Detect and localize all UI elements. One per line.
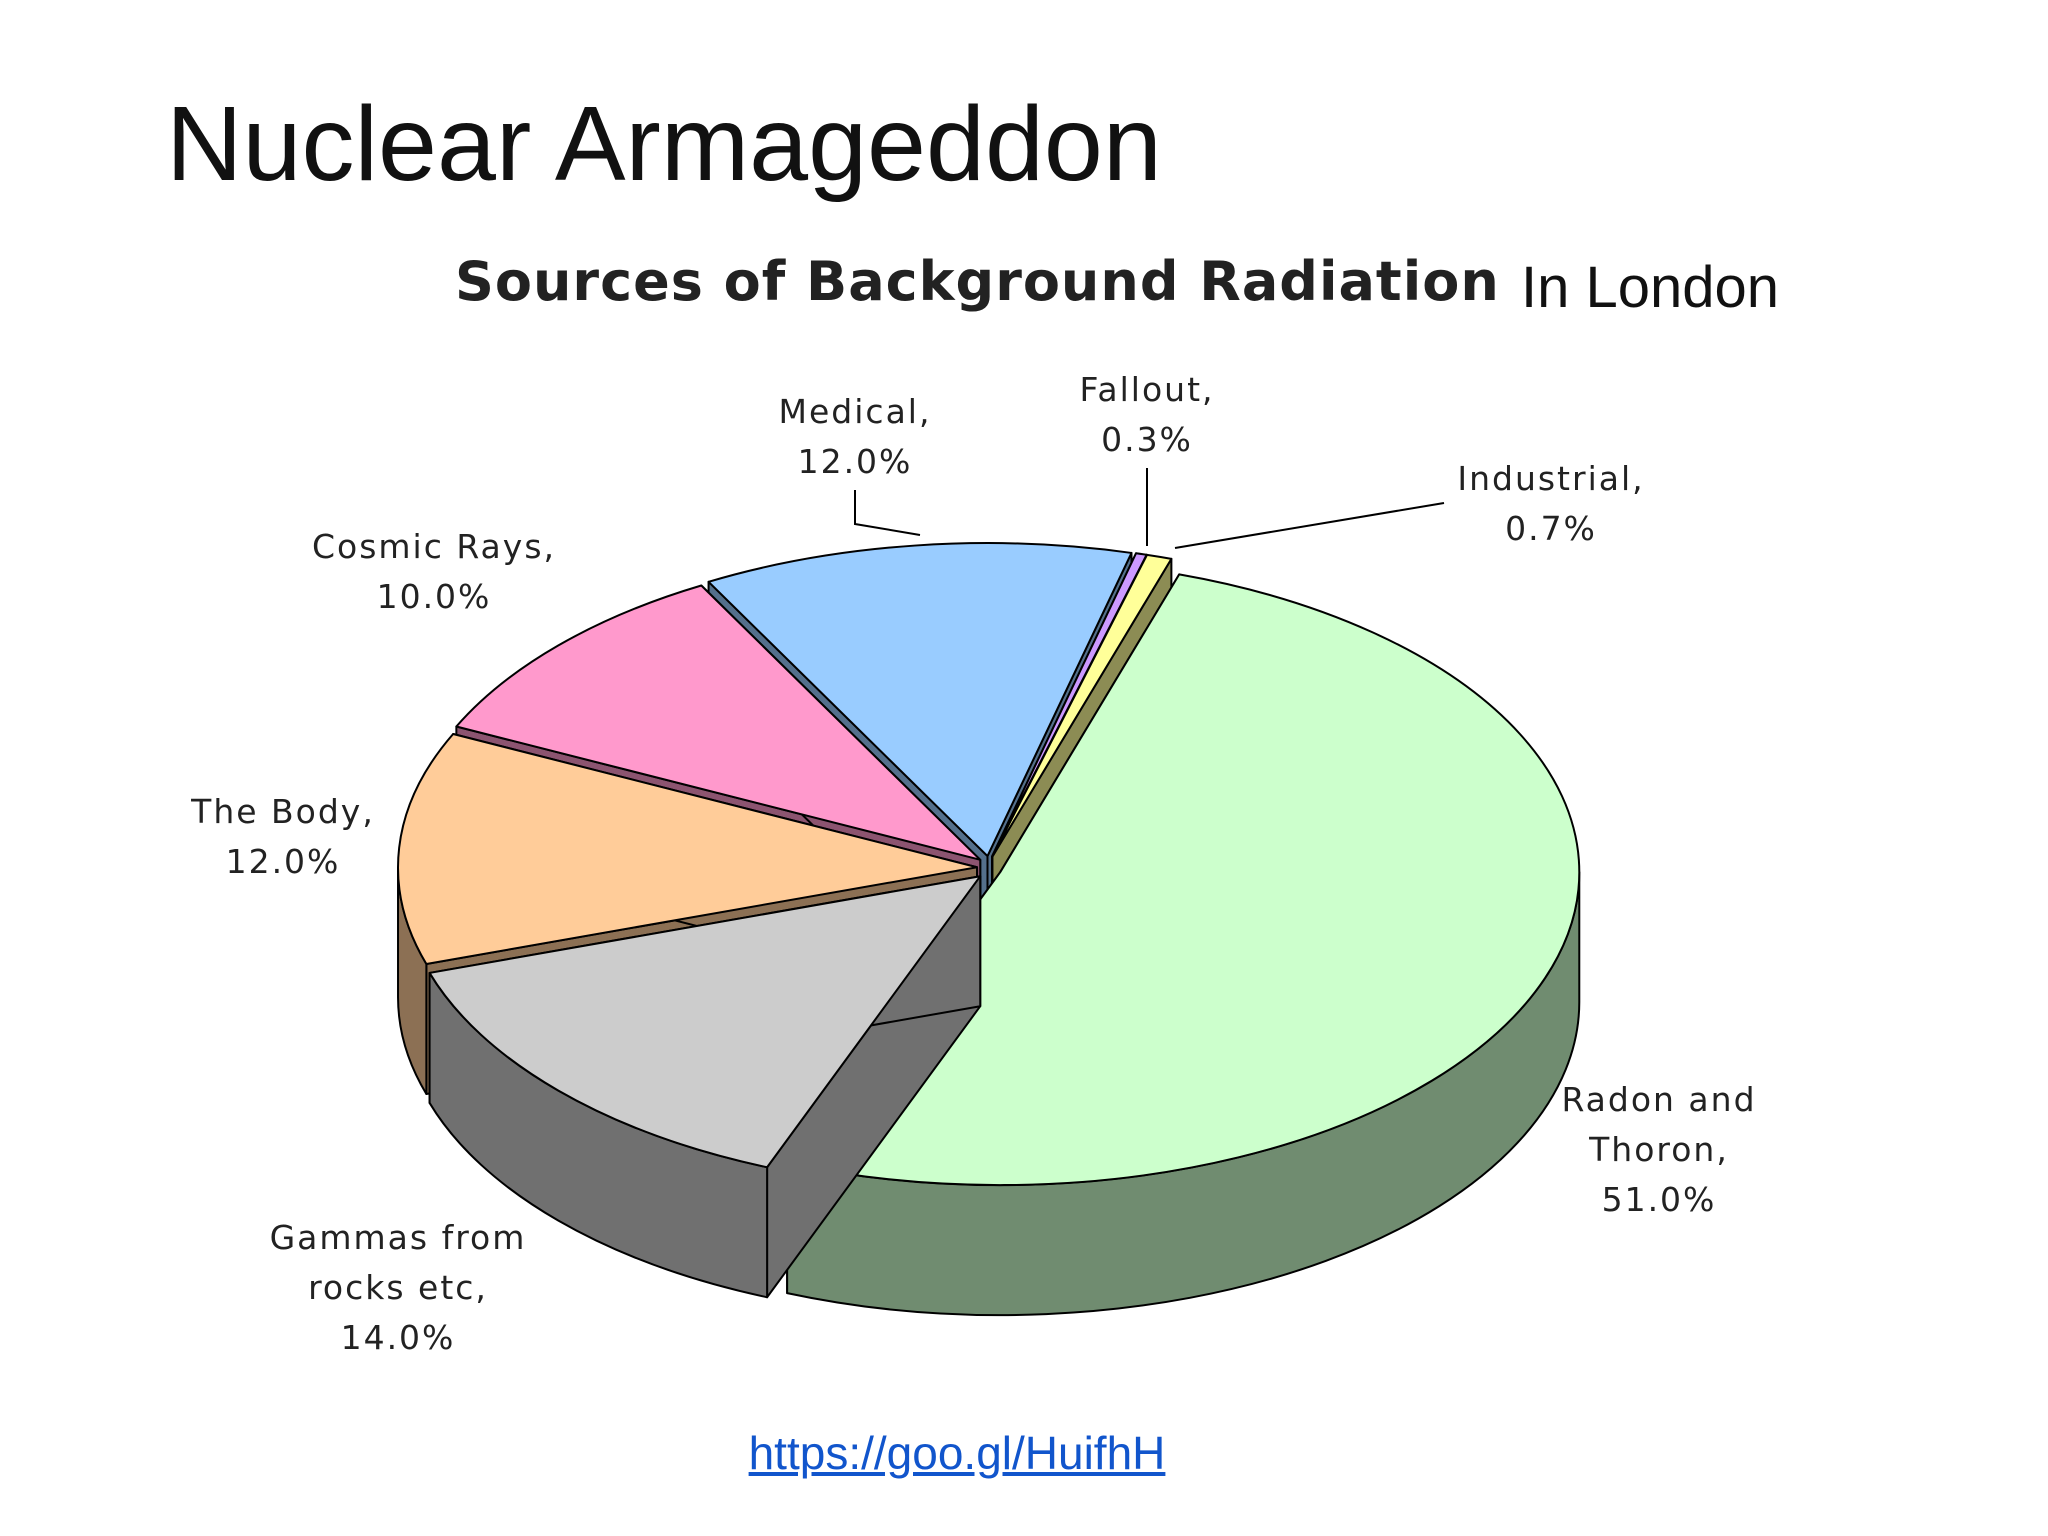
value-label: 14.0% — [340, 1318, 456, 1357]
category-label: Radon and Thoron, — [1561, 1080, 1757, 1169]
chart-title: Sources of Background Radiation — [455, 250, 1500, 313]
chart-subtitle: In London — [1521, 255, 1780, 320]
slice-label: Industrial, 0.7% — [1421, 454, 1681, 554]
slice — [991, 553, 1173, 858]
slice — [786, 573, 1581, 1187]
slice — [428, 875, 982, 1169]
value-label: 12.0% — [225, 842, 341, 881]
category-label: Gammas from rocks etc, — [269, 1218, 527, 1307]
leader-line — [854, 490, 921, 536]
category-label: Medical, — [778, 392, 932, 431]
slice-label: Radon and Thoron, 51.0% — [1539, 1075, 1779, 1225]
slice-label: Medical, 12.0% — [745, 387, 965, 487]
slice — [397, 732, 979, 965]
category-label: The Body, — [191, 792, 375, 831]
link[interactable]: https://goo.gl/HuifhH — [748, 1427, 1166, 1479]
slice-label: The Body, 12.0% — [153, 787, 413, 887]
slice-label: Cosmic Rays, 10.0% — [284, 522, 584, 622]
slide-title: Nuclear Armageddon — [166, 85, 1162, 203]
value-label: 0.7% — [1505, 509, 1597, 548]
value-label: 51.0% — [1601, 1180, 1717, 1219]
value-label: 10.0% — [376, 577, 492, 616]
slice-label: Gammas from rocks etc, 14.0% — [248, 1213, 548, 1363]
slice — [707, 542, 1133, 858]
slice — [455, 584, 982, 861]
leader-line — [1174, 502, 1445, 549]
slice-label: Fallout, 0.3% — [1047, 365, 1247, 465]
category-label: Cosmic Rays, — [311, 527, 556, 566]
category-label: Industrial, — [1457, 459, 1645, 498]
value-label: 0.3% — [1101, 420, 1193, 459]
category-label: Fallout, — [1079, 370, 1215, 409]
value-label: 12.0% — [797, 442, 913, 481]
